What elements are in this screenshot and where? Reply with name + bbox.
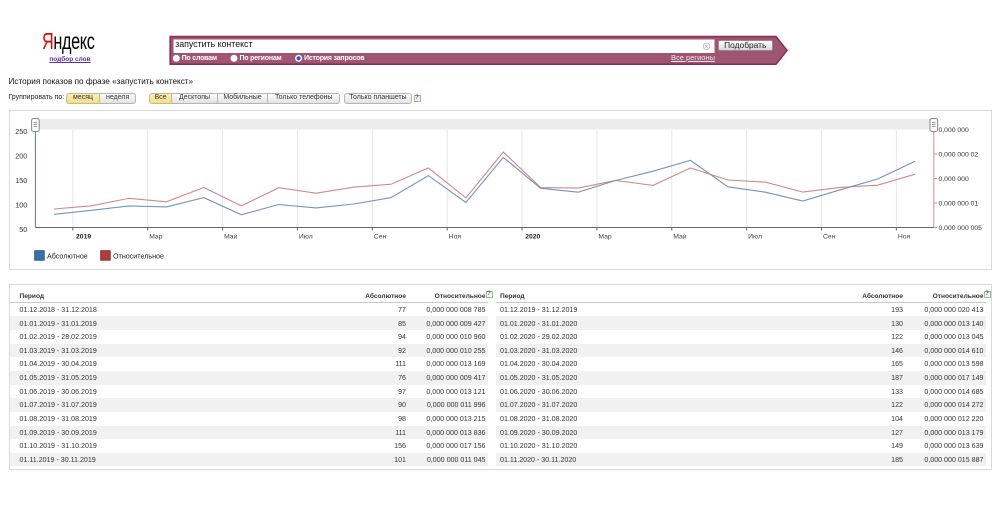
svg-text:Мар: Мар (598, 233, 612, 240)
svg-text:100: 100 (15, 200, 27, 209)
svg-text:2020: 2020 (525, 233, 540, 240)
svg-text:Май: Май (673, 232, 687, 240)
svg-text:150: 150 (15, 176, 27, 185)
svg-text:Июл: Июл (299, 233, 313, 240)
svg-text:0,000 000 005: 0,000 000 005 (939, 225, 983, 232)
svg-text:250: 250 (15, 127, 27, 136)
svg-text:Сен: Сен (374, 233, 387, 240)
svg-text:200: 200 (15, 151, 27, 160)
svg-text:Мар: Мар (149, 233, 163, 240)
svg-text:Сен: Сен (823, 233, 836, 240)
svg-text:0,000 000: 0,000 000 (939, 176, 969, 183)
svg-text:0,000 000 02: 0,000 000 02 (939, 152, 979, 159)
svg-text:Май: Май (224, 232, 238, 240)
svg-text:Ноя: Ноя (898, 233, 911, 240)
svg-text:Ноя: Ноя (449, 233, 462, 240)
svg-text:0,000 000: 0,000 000 (939, 127, 969, 134)
svg-text:Абсолютное: Абсолютное (47, 253, 88, 261)
svg-text:2019: 2019 (76, 233, 91, 240)
svg-text:Июл: Июл (748, 233, 762, 240)
svg-text:50: 50 (19, 225, 27, 234)
svg-text:Относительное: Относительное (113, 253, 164, 261)
svg-text:0,000 000 01: 0,000 000 01 (939, 201, 979, 208)
